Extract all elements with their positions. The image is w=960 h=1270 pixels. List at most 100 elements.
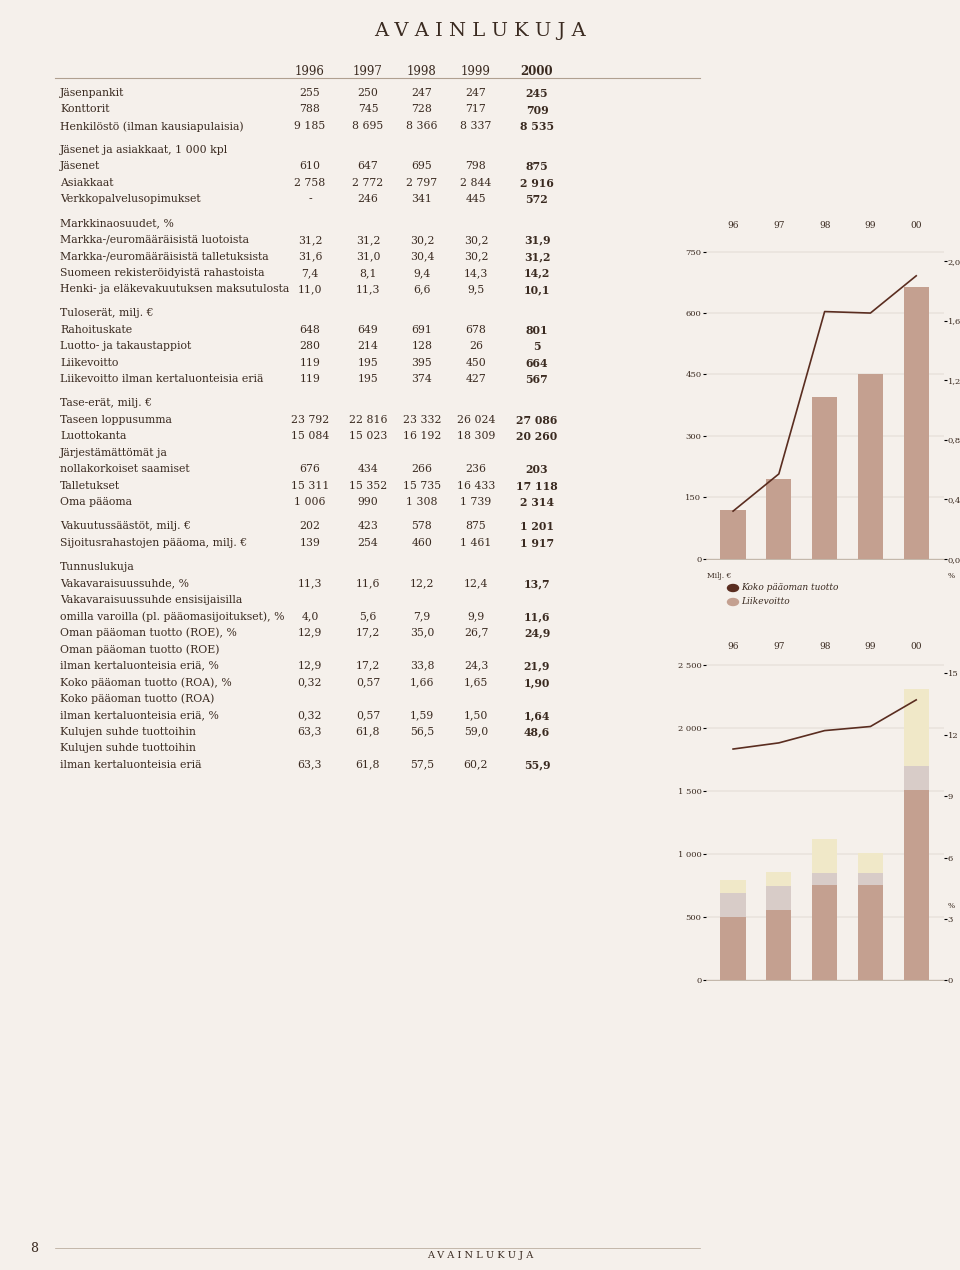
Text: Kulujen suhde tuottoihin: Kulujen suhde tuottoihin (60, 726, 196, 737)
Text: 434: 434 (358, 465, 378, 474)
Text: 24,3: 24,3 (464, 660, 489, 671)
Text: 139: 139 (300, 537, 321, 547)
Text: Asiakkaat: Asiakkaat (60, 178, 113, 188)
Text: 15 311: 15 311 (291, 481, 329, 490)
Bar (720, 880, 746, 894)
Text: 202: 202 (300, 521, 321, 531)
Text: 578: 578 (412, 521, 432, 531)
Text: 11,3: 11,3 (356, 284, 380, 295)
Text: 395: 395 (412, 358, 432, 368)
Text: Jäsenet: Jäsenet (60, 161, 100, 171)
Text: 15 023: 15 023 (348, 432, 387, 441)
Text: 195: 195 (358, 358, 378, 368)
Text: 11,6: 11,6 (524, 611, 550, 622)
Bar (858, 885, 883, 980)
Text: 1 917: 1 917 (520, 537, 554, 549)
Text: 266: 266 (412, 465, 433, 474)
Text: 1 201: 1 201 (520, 521, 554, 532)
Text: 2 314: 2 314 (520, 497, 554, 508)
Text: 8 695: 8 695 (352, 121, 384, 131)
Text: 745: 745 (358, 104, 378, 114)
Text: 15 352: 15 352 (348, 481, 387, 490)
Text: 10,1: 10,1 (524, 284, 550, 296)
Text: Järjestämättömät ja: Järjestämättömät ja (60, 448, 168, 457)
Text: Tase-erät, milj. €: Tase-erät, milj. € (60, 399, 152, 408)
Bar (812, 885, 837, 980)
Text: 128: 128 (412, 342, 433, 352)
Text: 6,6: 6,6 (413, 284, 431, 295)
Bar (903, 790, 928, 980)
Bar (766, 872, 791, 886)
Text: 875: 875 (466, 521, 487, 531)
Text: Kulujen suhde tuottoihin: Kulujen suhde tuottoihin (60, 743, 196, 753)
Text: Rahoituskate: Rahoituskate (60, 325, 132, 335)
Text: Oma pääoma: Oma pääoma (60, 497, 132, 507)
Text: Pääomasijoitukset: Pääomasijoitukset (741, 947, 824, 956)
Bar (766, 886, 791, 909)
Bar (812, 398, 837, 559)
Ellipse shape (728, 584, 738, 592)
Text: Henkilöstö (ilman kausiapulaisia): Henkilöstö (ilman kausiapulaisia) (60, 121, 244, 132)
Text: 195: 195 (358, 375, 378, 385)
Text: Konttorit: Konttorit (60, 104, 109, 114)
Text: 60,2: 60,2 (464, 759, 489, 770)
Bar (766, 909, 791, 980)
Text: Tunnuslukuja: Tunnuslukuja (60, 561, 134, 572)
Bar (858, 853, 883, 872)
Text: 709: 709 (526, 104, 548, 116)
Text: 0,32: 0,32 (298, 710, 323, 720)
Bar (812, 872, 837, 885)
Text: 16 192: 16 192 (403, 432, 442, 441)
Text: Jäsenet ja asiakkaat, 1 000 kpl: Jäsenet ja asiakkaat, 1 000 kpl (60, 145, 228, 155)
Text: 445: 445 (466, 194, 487, 204)
Text: %: % (948, 902, 955, 911)
Text: 26 024: 26 024 (457, 415, 495, 424)
Ellipse shape (728, 918, 738, 926)
Text: 2 772: 2 772 (352, 178, 384, 188)
Bar (720, 511, 746, 559)
Text: Milj. €: Milj. € (707, 572, 732, 580)
Text: 30,2: 30,2 (464, 251, 489, 262)
Text: Koko pääoman tuotto (ROA): Koko pääoman tuotto (ROA) (60, 693, 214, 704)
Text: Oman pääoman tuotto (ROE): Oman pääoman tuotto (ROE) (60, 644, 220, 654)
Text: 247: 247 (466, 88, 487, 98)
Ellipse shape (728, 598, 738, 606)
Text: 23 792: 23 792 (291, 415, 329, 424)
Text: Sijoitusrahastojen pääoma, milj. €: Sijoitusrahastojen pääoma, milj. € (60, 537, 247, 547)
Text: 2 844: 2 844 (461, 178, 492, 188)
Text: 8: 8 (30, 1242, 38, 1255)
Text: 5,6: 5,6 (359, 611, 376, 621)
Text: Oman pääoman tuotto (ROE), %: Oman pääoman tuotto (ROE), % (60, 627, 237, 638)
Text: 647: 647 (358, 161, 378, 171)
Text: Omat varat ja vakavaraisuus: Omat varat ja vakavaraisuus (768, 751, 918, 759)
Text: 1999: 1999 (461, 65, 491, 77)
Text: 664: 664 (526, 358, 548, 368)
Text: Verkkopalvelusopimukset: Verkkopalvelusopimukset (60, 194, 201, 204)
Text: 31,2: 31,2 (298, 235, 323, 245)
Text: 717: 717 (466, 104, 487, 114)
Text: 2 758: 2 758 (295, 178, 325, 188)
Text: %: % (948, 572, 955, 580)
Text: 30,2: 30,2 (464, 235, 489, 245)
Text: 1 461: 1 461 (460, 537, 492, 547)
Text: 12,9: 12,9 (298, 660, 323, 671)
Text: nollakorkoiset saamiset: nollakorkoiset saamiset (60, 465, 190, 474)
Text: 20 260: 20 260 (516, 432, 558, 442)
Text: 63,3: 63,3 (298, 759, 323, 770)
Text: 4,0: 4,0 (301, 611, 319, 621)
Text: 1997: 1997 (353, 65, 383, 77)
Text: Tuloserät, milj. €: Tuloserät, milj. € (60, 309, 154, 319)
Text: Vakavaraisuus: Vakavaraisuus (741, 917, 806, 927)
Text: 728: 728 (412, 104, 432, 114)
Text: 695: 695 (412, 161, 432, 171)
Text: Liikevoitto ja: Liikevoitto ja (808, 409, 877, 418)
Bar (903, 690, 928, 766)
Text: Muut: Muut (741, 932, 765, 941)
Text: 280: 280 (300, 342, 321, 352)
Text: 214: 214 (357, 342, 378, 352)
Text: 374: 374 (412, 375, 432, 385)
Text: 0,57: 0,57 (356, 677, 380, 687)
Text: 8 535: 8 535 (520, 121, 554, 132)
Text: 22 816: 22 816 (348, 415, 387, 424)
Text: 61,8: 61,8 (356, 759, 380, 770)
